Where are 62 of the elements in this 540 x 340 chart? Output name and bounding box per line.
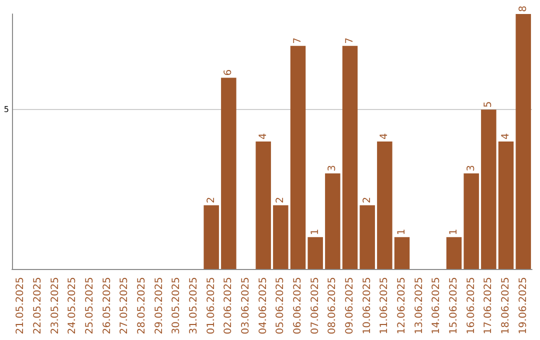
bar xyxy=(446,237,462,269)
x-tick-label: 25.05.2025 xyxy=(84,277,96,334)
x-tick-label: 15.06.2025 xyxy=(448,277,460,334)
data-label: 6 xyxy=(223,69,234,76)
bar xyxy=(308,237,323,269)
data-label: 1 xyxy=(396,228,408,236)
x-tick-label: 18.06.2025 xyxy=(500,277,512,334)
x-tick-label: 04.06.2025 xyxy=(258,277,269,334)
data-label: 7 xyxy=(344,38,356,44)
data-label: 2 xyxy=(362,196,373,204)
x-tick-label: 26.05.2025 xyxy=(102,277,113,334)
x-tick-label: 13.06.2025 xyxy=(414,277,425,334)
x-tick-label: 11.06.2025 xyxy=(379,277,390,334)
x-tick-label: 12.06.2025 xyxy=(396,277,408,334)
data-label: 4 xyxy=(379,133,390,140)
bar xyxy=(221,78,236,269)
data-label: 3 xyxy=(327,165,338,172)
x-tick-label: 01.06.2025 xyxy=(206,277,217,334)
x-tick-label: 08.06.2025 xyxy=(327,277,338,334)
x-tick-label: 02.06.2025 xyxy=(223,277,234,334)
bar xyxy=(273,205,288,269)
x-tick-label: 24.05.2025 xyxy=(67,277,78,334)
data-label: 2 xyxy=(206,196,217,204)
x-tick-label: 23.05.2025 xyxy=(50,277,61,334)
x-tick-label: 31.05.2025 xyxy=(188,277,200,334)
data-label: 2 xyxy=(275,196,286,204)
x-tick-label: 22.05.2025 xyxy=(32,277,44,334)
x-tick-label: 05.06.2025 xyxy=(275,277,286,334)
x-tick-label: 07.06.2025 xyxy=(310,277,321,334)
bar xyxy=(290,46,306,269)
data-label: 3 xyxy=(466,165,477,172)
x-tick-label: 29.05.2025 xyxy=(154,277,165,334)
x-tick-label: 27.05.2025 xyxy=(119,277,130,334)
bar xyxy=(325,173,340,269)
x-tick-label: 09.06.2025 xyxy=(344,277,356,334)
x-tick-label: 06.06.2025 xyxy=(292,277,304,334)
x-tick-label: 10.06.2025 xyxy=(362,277,373,334)
x-tick-label: 03.06.2025 xyxy=(240,277,252,334)
x-tick-label: 19.06.2025 xyxy=(518,277,529,334)
bar xyxy=(256,142,271,269)
bar xyxy=(342,46,358,269)
x-tick-label: 14.06.2025 xyxy=(431,277,442,334)
x-tick-label: 17.06.2025 xyxy=(483,277,494,334)
bar xyxy=(204,205,219,269)
bar xyxy=(498,142,514,269)
bar xyxy=(481,110,496,269)
bar xyxy=(394,237,410,269)
bar xyxy=(516,14,531,269)
data-label: 4 xyxy=(258,133,269,140)
x-tick-label: 16.06.2025 xyxy=(466,277,477,334)
data-label: 5 xyxy=(483,101,494,108)
x-tick-label: 30.05.2025 xyxy=(171,277,182,334)
bar xyxy=(464,173,479,269)
bar xyxy=(377,142,392,269)
data-label: 4 xyxy=(500,133,512,140)
data-label: 8 xyxy=(518,6,529,12)
data-label: 1 xyxy=(448,228,460,236)
data-label: 7 xyxy=(292,38,304,44)
data-label: 1 xyxy=(310,228,321,236)
bar xyxy=(360,205,375,269)
x-tick-label: 21.05.2025 xyxy=(15,277,26,334)
x-tick-label: 28.05.2025 xyxy=(136,277,148,334)
